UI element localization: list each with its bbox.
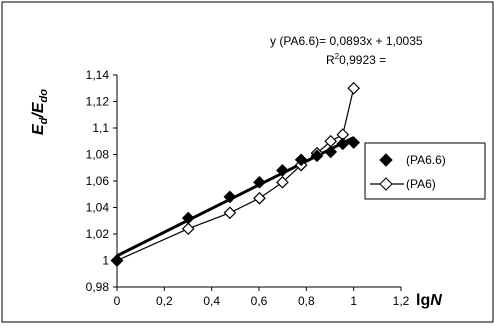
x-tick-label: 1,2	[393, 294, 410, 308]
data-point-pa66	[110, 254, 124, 267]
y-tick-label: 1,02	[86, 227, 110, 241]
r-squared-sup: 2	[335, 52, 340, 61]
x-ticks: 0 0,2 0,4 0,6 0,8 1 1,2	[114, 287, 410, 308]
x-tick-label: 1	[350, 294, 357, 308]
y-tick-label: 1	[102, 254, 109, 268]
x-tick-label: 0,4	[203, 294, 220, 308]
y-ticks: 0,98 1 1,02 1,04 1,06 1,08 1,1 1,12 1,14	[86, 68, 117, 294]
y-tick-label: 1,12	[86, 95, 110, 109]
trendline-equation: y (PA6.6)= 0,0893x + 1,0035	[270, 34, 423, 48]
legend: (PA6.6) (PA6)	[364, 142, 486, 200]
data-point-pa6	[181, 222, 195, 236]
x-axis-title-var: N	[430, 292, 442, 309]
data-point-pa66	[253, 175, 266, 189]
x-tick-label: 0,8	[298, 294, 315, 308]
y-tick-label: 1,06	[86, 174, 110, 188]
data-point-pa6	[223, 206, 237, 220]
series-lines	[116, 88, 355, 262]
y-axis-title-e1: E	[30, 123, 47, 135]
legend-marker-pa66	[379, 153, 393, 167]
x-axis-title: lgN	[416, 292, 442, 309]
data-point-pa66	[347, 136, 361, 149]
data-point-pa66	[294, 153, 308, 167]
y-axis-title-e1-sub: d	[38, 117, 50, 124]
series-markers	[110, 81, 361, 267]
data-point-pa66	[181, 211, 195, 225]
y-axis-title: Ed/Edo	[30, 89, 50, 135]
data-point-pa66	[276, 164, 289, 177]
data-point-pa66	[324, 145, 338, 159]
series-line-1	[116, 88, 355, 262]
x-tick-label: 0,6	[251, 294, 268, 308]
x-tick-label: 0,2	[156, 294, 173, 308]
data-point-pa66	[223, 190, 237, 204]
legend-label-pa66: (PA6.6)	[406, 153, 446, 167]
data-point-pa6	[253, 191, 266, 205]
y-tick-label: 1,04	[86, 201, 110, 215]
legend-label-pa6: (PA6)	[406, 177, 436, 191]
y-tick-label: 1,1	[92, 121, 109, 135]
data-point-pa6	[347, 81, 361, 95]
data-point-pa66	[336, 137, 350, 151]
y-axis-title-slash: /E	[30, 101, 47, 118]
r-squared-label: R20,9923 =	[326, 52, 386, 67]
x-tick-label: 0	[114, 294, 121, 308]
legend-marker-pa6	[379, 177, 393, 191]
data-point-pa66	[310, 149, 324, 163]
r-squared-value: 0,9923 =	[339, 53, 386, 67]
y-axis-title-e2-sub: do	[38, 89, 50, 103]
y-tick-label: 1,14	[86, 68, 110, 82]
x-axis-title-prefix: lg	[416, 292, 430, 309]
r-squared-prefix: R	[326, 53, 335, 67]
y-tick-label: 1,08	[86, 148, 110, 162]
data-point-pa6	[276, 175, 289, 189]
y-tick-label: 0,98	[86, 280, 110, 294]
